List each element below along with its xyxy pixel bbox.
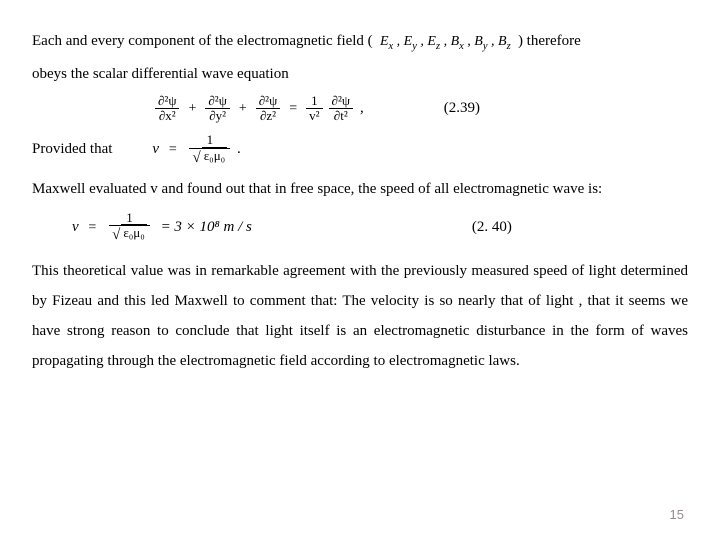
term-d2psi-dt2: ∂²ψ ∂t² — [329, 94, 353, 124]
intro-text-a: Each and every component of the electrom… — [32, 33, 373, 49]
speed-eq-label: (2. 40) — [472, 214, 512, 241]
intro-line-2: obeys the scalar differential wave equat… — [32, 61, 688, 88]
maxwell-line: Maxwell evaluated v and found out that i… — [32, 176, 688, 203]
term-d2psi-dz2: ∂²ψ ∂z² — [256, 94, 280, 124]
intro-text-b: ) therefore — [518, 33, 581, 49]
field-components: Ex , Ey , Ez , Bx , By , Bz — [376, 34, 514, 49]
intro-line-1: Each and every component of the electrom… — [32, 28, 688, 57]
conclusion-paragraph: This theoretical value was in remarkable… — [32, 256, 688, 376]
v-definition: v = 1 √ε₀μ₀ . — [152, 133, 240, 166]
provided-that: Provided that — [32, 136, 112, 163]
plus-2: + — [239, 96, 247, 121]
wave-trailing: , — [360, 95, 364, 122]
wave-equation: ∂²ψ ∂x² + ∂²ψ ∂y² + ∂²ψ ∂z² = 1 v² ∂²ψ ∂… — [32, 94, 688, 124]
page-number: 15 — [670, 503, 684, 526]
plus-1: + — [188, 96, 196, 121]
speed-value: = 3 × 10⁸ m / s — [161, 219, 252, 235]
term-d2psi-dx2: ∂²ψ ∂x² — [155, 94, 179, 124]
wave-eq-label: (2.39) — [444, 95, 480, 122]
equals-sign-wave: = — [289, 96, 297, 121]
coeff-1-v2: 1 v² — [306, 94, 322, 124]
speed-equation: v = 1 √ε₀μ₀ = 3 × 10⁸ m / s (2. 40) — [32, 211, 688, 244]
term-d2psi-dy2: ∂²ψ ∂y² — [205, 94, 229, 124]
